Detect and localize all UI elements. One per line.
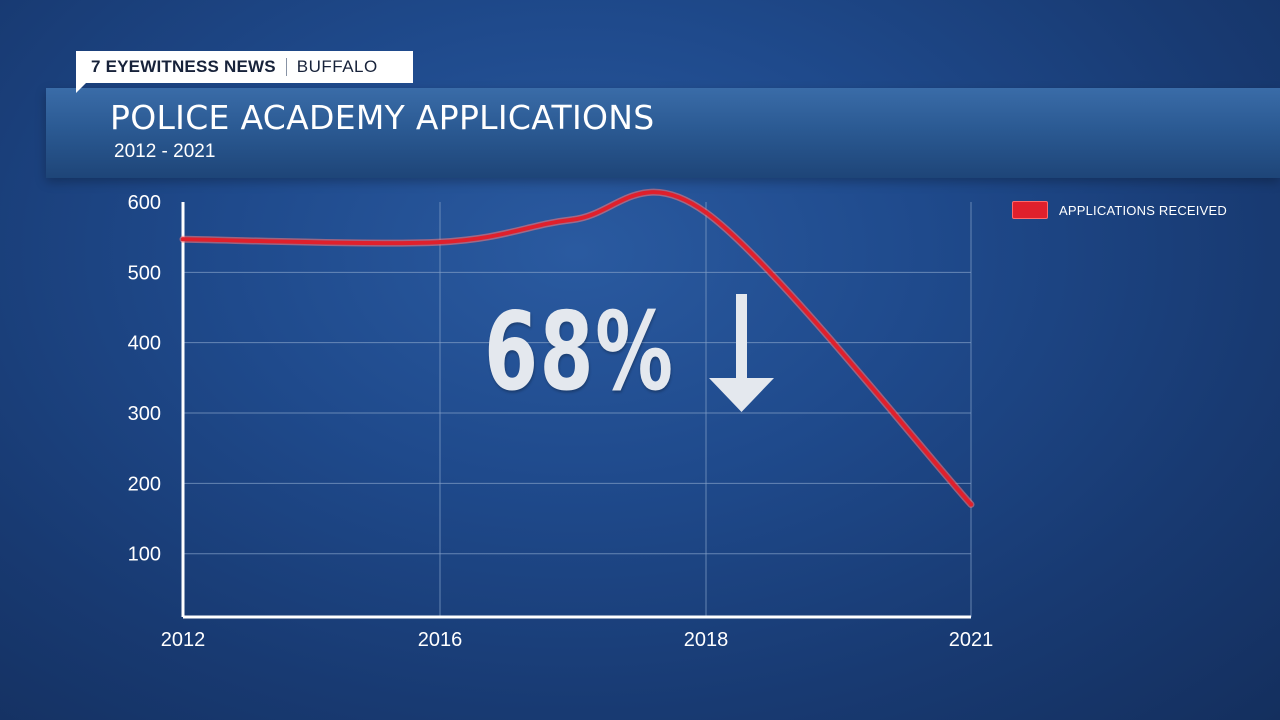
chart-title: POLICE ACADEMY APPLICATIONS	[110, 98, 655, 137]
percent-drop-annotation: 68%	[484, 290, 675, 415]
chart-legend: APPLICATIONS RECEIVED	[1012, 201, 1227, 219]
legend-label: APPLICATIONS RECEIVED	[1059, 202, 1227, 218]
chart-subtitle: 2012 - 2021	[114, 141, 216, 162]
data-point	[438, 240, 442, 245]
y-tick-label: 200	[128, 473, 161, 495]
chart-series	[179, 188, 975, 508]
data-point	[181, 237, 185, 242]
down-arrow-icon	[709, 294, 774, 412]
data-point	[704, 210, 708, 215]
y-tick-label: 500	[128, 262, 161, 284]
station-separator	[285, 58, 287, 76]
title-band: POLICE ACADEMY APPLICATIONS 2012 - 2021	[46, 88, 1280, 178]
y-tick-label: 600	[128, 192, 161, 214]
station-name: 7 EYEWITNESS NEWS	[91, 57, 276, 76]
x-tick-label: 2021	[949, 629, 994, 651]
legend-swatch	[1012, 201, 1048, 219]
chart-tick-labels: 100 200 300 400 500 600 2012 2016 2018 2021	[128, 192, 994, 651]
x-tick-label: 2018	[684, 629, 729, 651]
chart-grid	[183, 202, 972, 617]
chart-axes	[181, 202, 971, 619]
y-tick-label: 300	[128, 403, 161, 425]
station-tag: 7 EYEWITNESS NEWS BUFFALO	[76, 51, 413, 93]
station-city: BUFFALO	[296, 57, 378, 76]
data-point	[571, 217, 575, 222]
series-line-applications-received	[181, 190, 973, 507]
data-point	[969, 502, 973, 507]
x-tick-label: 2016	[418, 629, 463, 651]
x-tick-label: 2012	[161, 629, 206, 651]
y-tick-label: 100	[128, 544, 161, 566]
y-tick-label: 400	[128, 333, 161, 355]
